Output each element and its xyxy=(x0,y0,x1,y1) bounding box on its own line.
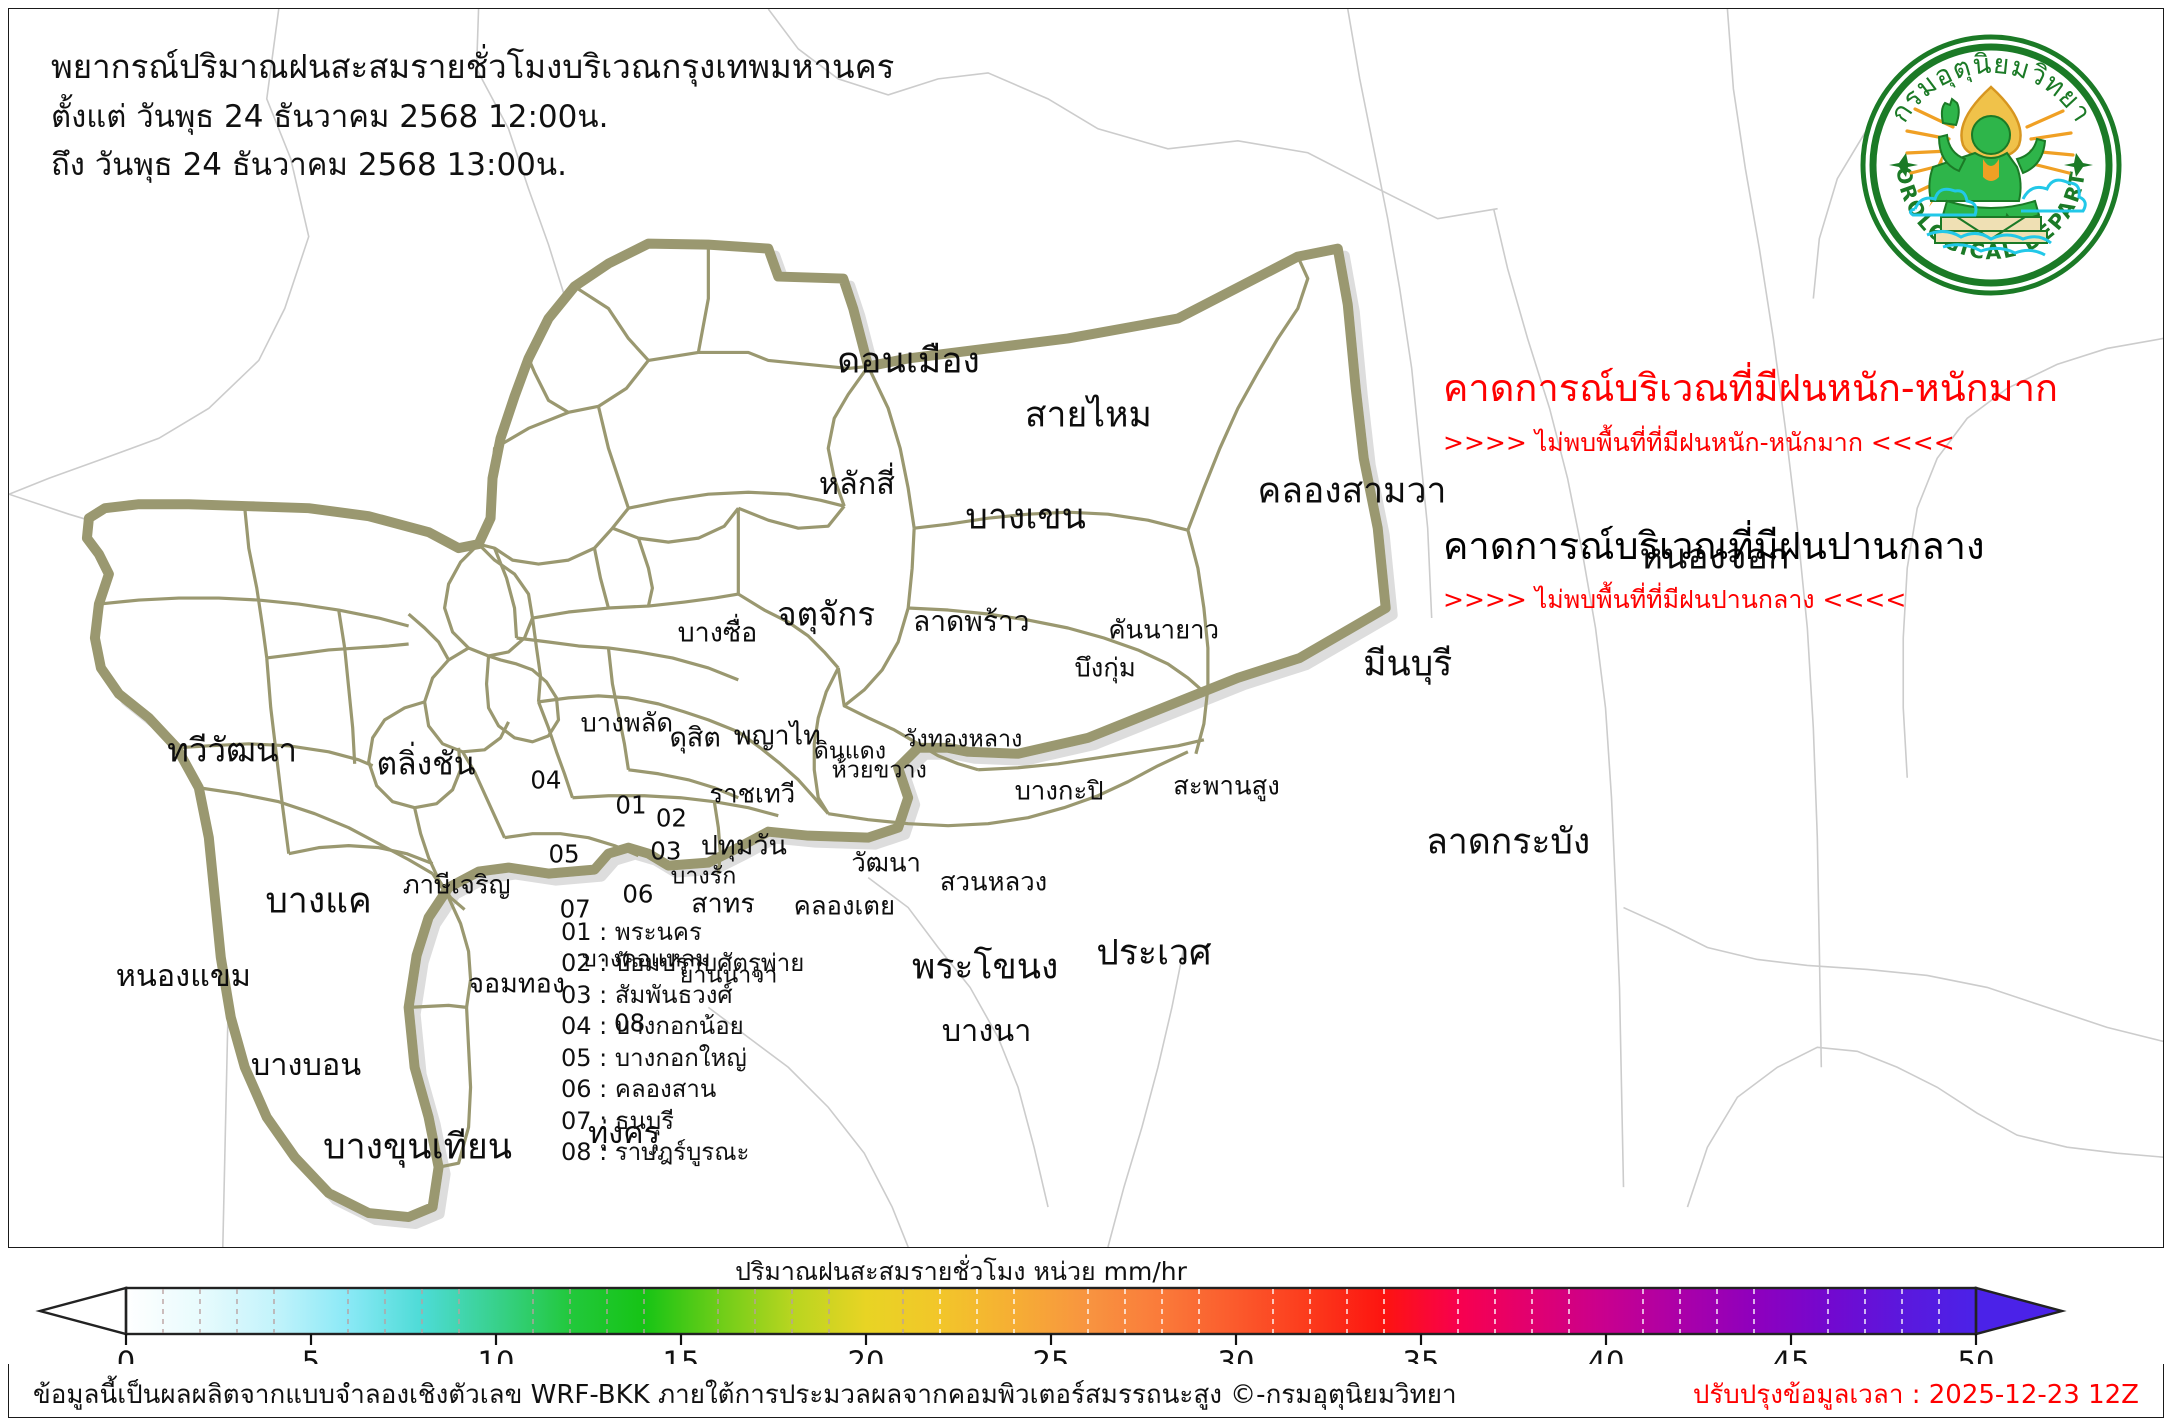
colorbar-tick-5: 5 xyxy=(302,1345,320,1370)
cloud-icon xyxy=(1908,178,2087,257)
district-label-bang-khae: บางแค xyxy=(265,880,372,922)
district-label-bueng-kum: บึงกุ่ม xyxy=(1074,653,1136,684)
forecast-annotations: คาดการณ์บริเวณที่มีฝนหนัก-หนักมาก >>>> ไ… xyxy=(1443,366,2059,620)
district-label-thung-khru: ทุ่งครุ xyxy=(587,1115,661,1151)
district-number-zone-08: 08 xyxy=(614,1008,646,1038)
district-label-bang-khen: บางเขน xyxy=(965,496,1086,538)
key-row-06: 06 : คลองสาน xyxy=(561,1075,717,1104)
colorbar-title-text: ปริมาณฝนสะสมรายชั่วโมง หน่วย mm/hr xyxy=(735,1257,1187,1286)
title-line-3: ถึง วันพุธ 24 ธันวาคม 2568 13:00น. xyxy=(51,147,567,184)
district-label-khlong-sam-wa: คลองสามวา xyxy=(1257,470,1447,512)
district-label-dusit: ดุสิต xyxy=(669,722,721,754)
colorbar-title: ปริมาณฝนสะสมรายชั่วโมง หน่วย mm/hr xyxy=(8,1252,2164,1292)
district-number-zone-06: 06 xyxy=(622,879,654,909)
ornament-icon xyxy=(1889,153,2093,177)
district-label-prawet: ประเวศ xyxy=(1096,932,1212,974)
bangkok-district-map xyxy=(9,9,2163,1247)
district-label-khan-na-yao: คันนายาว xyxy=(1108,615,1220,646)
moderate-rain-heading: คาดการณ์บริเวณที่มีฝนปานกลาง xyxy=(1443,523,1985,568)
district-label-ratchathewi: ราชเทวี xyxy=(709,779,796,810)
key-row-02: 02 : ป้อมปราบศัตรูพ่าย xyxy=(561,949,805,978)
district-label-chatuchak: จตุจักร xyxy=(777,594,876,634)
district-label-sathon: สาทร xyxy=(691,888,755,920)
district-label-bang-na: บางนา xyxy=(941,1014,1032,1050)
title-line-2: ตั้งแต่ วันพุธ 24 ธันวาคม 2568 12:00น. xyxy=(51,98,609,135)
key-row-05: 05 : บางกอกใหญ่ xyxy=(561,1043,747,1072)
footer-credit: ข้อมูลนี้เป็นผลผลิตจากแบบจำลองเชิงตัวเลข… xyxy=(33,1380,1457,1410)
colorbar: ปริมาณฝนสะสมรายชั่วโมง หน่วย mm/hr 0 5 10 1… xyxy=(8,1252,2164,1370)
district-label-nong-chok: หนองจอก xyxy=(1639,536,1790,578)
district-label-chom-thong: จอมทอง xyxy=(468,968,565,1000)
district-label-nong-khaem: หนองแขม xyxy=(115,959,251,995)
district-label-din-daeng: ดินแดง xyxy=(813,737,887,765)
pedestal-icon xyxy=(1934,216,2048,244)
district-label-lat-phrao: ลาดพร้าว xyxy=(912,605,1030,639)
district-label-phasi-charoen: ภาษีเจริญ xyxy=(402,870,511,901)
map-canvas[interactable]: พยากรณ์ปริมาณฝนสะสมรายชั่วโมงบริเวณกรุงเ… xyxy=(8,8,2164,1248)
heavy-rain-note: >>>> ไม่พบพื้นที่ที่มีฝนหนัก-หนักมาก <<<… xyxy=(1443,427,1955,457)
district-number-zone-01: 01 xyxy=(615,790,647,820)
district-number-zone-05: 05 xyxy=(548,839,580,869)
district-number-key: 01 : พระนคร 02 : ป้อมปราบศัตรูพ่าย 03 : … xyxy=(561,917,804,1169)
key-row-08: 08 : ราษฎร์บูรณะ xyxy=(561,1138,750,1167)
district-number-zone-03: 03 xyxy=(650,836,682,866)
footer-update-time: ปรับปรุงข้อมูลเวลา : 2025-12-23 12Z xyxy=(1692,1380,2139,1410)
district-label-yan-nawa: ยานนาวา xyxy=(679,961,778,989)
district-label-thawi-watthana: ทวีวัฒนา xyxy=(167,730,298,770)
district-label-lat-krabang: ลาดกระบัง xyxy=(1426,821,1591,863)
district-label-huai-khwang: ห้วยขวาง xyxy=(831,756,927,784)
district-label-bang-sue: บางซื่อ xyxy=(677,617,758,649)
colorbar-scale: 0 5 10 15 20 25 30 35 40 45 50 xyxy=(35,1286,2067,1370)
district-label-saphan-sung: สะพานสูง xyxy=(1173,771,1280,802)
district-label-phra-khanong: พระโขนง xyxy=(911,946,1059,988)
colorbar-tick-0: 0 xyxy=(117,1345,135,1370)
district-label-lak-si: หลักสี่ xyxy=(818,466,895,502)
key-row-01: 01 : พระนคร xyxy=(561,918,702,946)
district-number-zone-02: 02 xyxy=(655,803,687,833)
district-label-don-mueang: ดอนเมือง xyxy=(837,340,980,382)
district-number-zone-04: 04 xyxy=(530,765,562,795)
district-label-sai-mai: สายไหม xyxy=(1024,394,1152,436)
title-line-1: พยากรณ์ปริมาณฝนสะสมรายชั่วโมงบริเวณกรุงเ… xyxy=(51,47,895,86)
footer-bar: ข้อมูลนี้เป็นผลผลิตจากแบบจำลองเชิงตัวเลข… xyxy=(8,1364,2164,1418)
district-label-watthana: วัฒนา xyxy=(851,848,921,879)
district-label-pathum-wan: ปทุมวัน xyxy=(700,830,787,862)
map-title-block: พยากรณ์ปริมาณฝนสะสมรายชั่วโมงบริเวณกรุงเ… xyxy=(51,45,894,186)
annotation-spacer xyxy=(1443,463,2058,525)
key-row-04: 04 : บางกอกน้อย xyxy=(561,1012,744,1041)
district-label-phaya-thai: พญาไท xyxy=(733,720,821,752)
moderate-rain-note: >>>> ไม่พบพื้นที่ที่มีฝนปานกลาง <<<< xyxy=(1443,585,1907,615)
district-label-bang-phlat: บางพลัด xyxy=(580,708,674,739)
heavy-rain-heading: คาดการณ์บริเวณที่มีฝนหนัก-หนักมาก xyxy=(1443,366,2059,410)
district-label-wang-thonglang: วังทองหลาง xyxy=(903,725,1023,753)
district-label-bang-bon: บางบอน xyxy=(250,1048,362,1084)
district-label-bang-kho-laem: บางคอแหลม xyxy=(582,945,711,973)
district-label-taling-chan: ตลิ่งชัน xyxy=(376,744,476,783)
district-label-min-buri: มีนบุรี xyxy=(1363,643,1453,685)
district-label-bang-kapi: บางกะปิ xyxy=(1014,776,1104,807)
tmd-logo: กรมอุตุนิยมวิทยา METEOROLOGICAL DEPARTME… xyxy=(1857,31,2122,296)
district-boundaries xyxy=(98,244,1310,1169)
key-row-03: 03 : สัมพันธวงศ์ xyxy=(561,980,733,1009)
district-label-bang-rak: บางรัก xyxy=(670,862,737,890)
key-row-07: 07 : ธนบุรี xyxy=(561,1106,675,1135)
district-label-bang-khun-thian: บางขุนเทียน xyxy=(323,1126,513,1168)
district-label-khlong-toei: คลองเตย xyxy=(793,891,896,922)
district-label-suan-luang: สวนหลวง xyxy=(939,867,1048,898)
district-number-zone-07: 07 xyxy=(559,894,591,924)
